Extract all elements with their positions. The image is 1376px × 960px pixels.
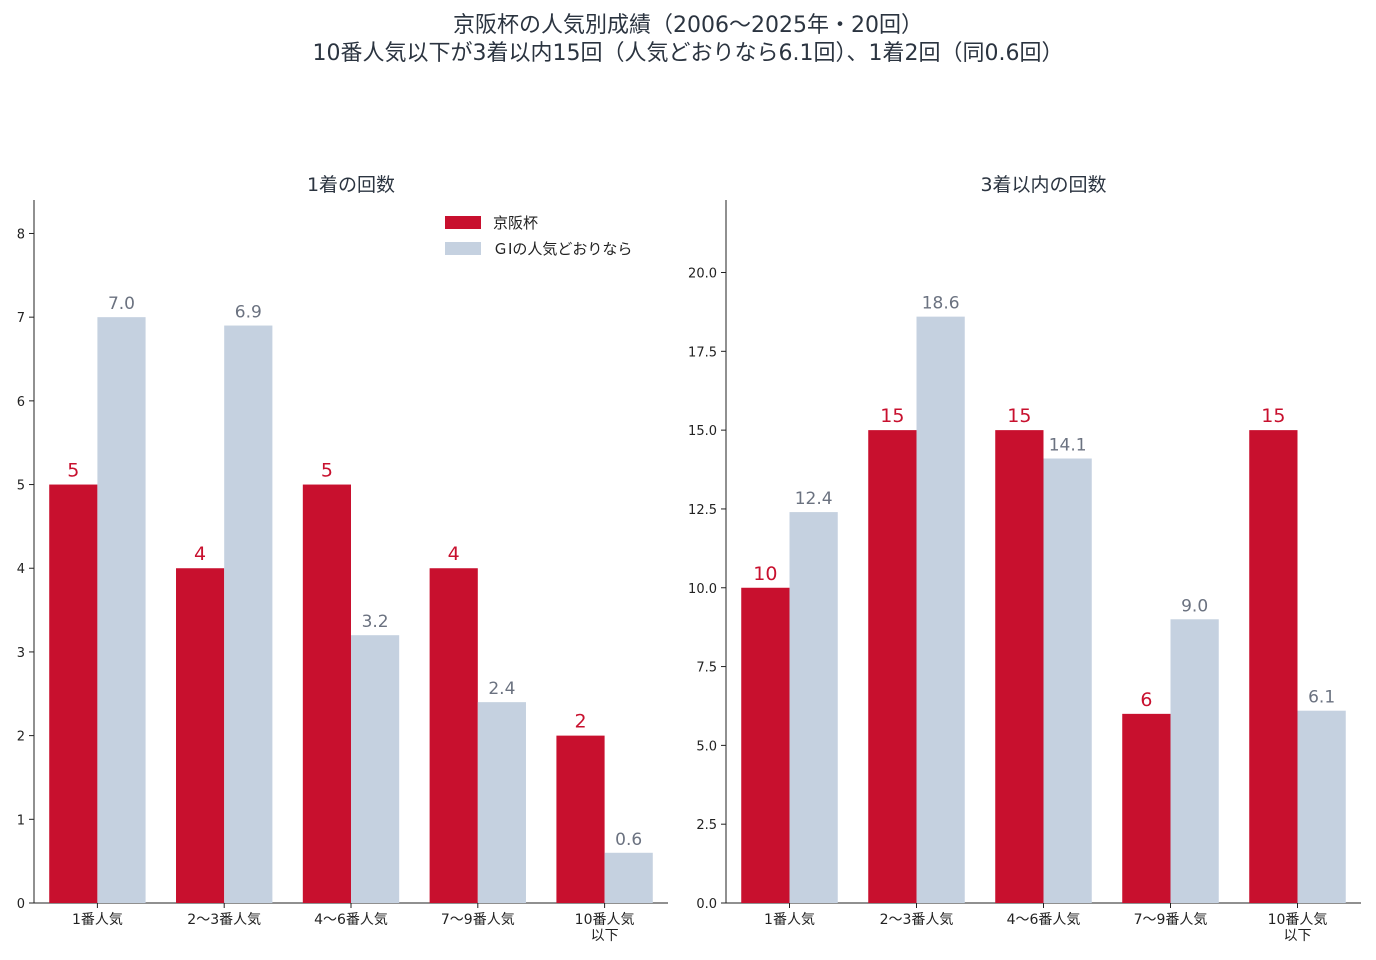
panel-2-value-label-expected: 6.1 bbox=[1308, 688, 1335, 708]
panel-1-category-label: 10番人気 bbox=[575, 912, 635, 928]
panel-1-y-tick-label: 5 bbox=[17, 479, 25, 494]
panel-1-value-label-keihan: 5 bbox=[321, 460, 333, 482]
panel-2-bar-expected bbox=[1043, 458, 1092, 903]
panel-1-category-label: 2〜3番人気 bbox=[187, 912, 261, 928]
legend-label-2: ＧⅠの人気どおりなら bbox=[493, 240, 632, 258]
panel-1-value-label-keihan: 2 bbox=[574, 711, 586, 733]
panel-1-value-label-expected: 6.9 bbox=[235, 303, 262, 323]
panel-1-value-label-keihan: 5 bbox=[67, 460, 79, 482]
panel-2-y-tick-label: 5.0 bbox=[696, 739, 717, 754]
panel-1-category-label: 1番人気 bbox=[72, 912, 123, 928]
panel-2-y-tick-label: 15.0 bbox=[688, 424, 717, 439]
panel-2-category-label: 以下 bbox=[1284, 928, 1312, 944]
legend-swatch-2 bbox=[445, 242, 481, 255]
panel-1-value-label-keihan: 4 bbox=[448, 543, 460, 565]
panel-1-y-tick-label: 4 bbox=[17, 562, 25, 577]
panel-2-bar-keihan bbox=[995, 430, 1044, 903]
panel-2-y-tick-label: 12.5 bbox=[688, 503, 717, 518]
panel-1-y-tick-label: 8 bbox=[17, 227, 25, 242]
panel-2-category-label: 4〜6番人気 bbox=[1007, 912, 1081, 928]
panel-1-y-tick-label: 2 bbox=[17, 730, 25, 745]
panel-1-bar-expected bbox=[97, 317, 146, 904]
panel-1-bar-keihan bbox=[429, 568, 478, 903]
panel-2-category-label: 7〜9番人気 bbox=[1134, 912, 1208, 928]
panel-1-bar-expected bbox=[351, 635, 400, 903]
panel-1-y-tick-label: 3 bbox=[17, 646, 25, 661]
panel-2-value-label-keihan: 15 bbox=[1261, 405, 1285, 427]
panel-1-bar-expected bbox=[224, 325, 273, 903]
panel-2-category-label: 10番人気 bbox=[1268, 912, 1328, 928]
panel-1-category-label: 7〜9番人気 bbox=[441, 912, 515, 928]
panel-2-y-tick-label: 2.5 bbox=[696, 818, 717, 833]
main-title: 京阪杯の人気別成績（2006〜2025年・20回） 10番人気以下が3着以内15… bbox=[0, 12, 1376, 68]
panel-1-category-label: 以下 bbox=[591, 928, 619, 944]
panel-2-value-label-keihan: 15 bbox=[1007, 405, 1031, 427]
panel-2-value-label-expected: 9.0 bbox=[1181, 596, 1208, 616]
panel-2-y-tick-label: 10.0 bbox=[688, 582, 717, 597]
panel-1-y-tick-label: 1 bbox=[17, 813, 25, 828]
panel-2-bar-keihan bbox=[741, 587, 790, 903]
panel-1-y-tick-label: 6 bbox=[17, 395, 25, 410]
panel-2-bar-keihan bbox=[1249, 430, 1298, 903]
panel-1-y-tick-label: 7 bbox=[17, 311, 25, 326]
panel-1-value-label-expected: 2.4 bbox=[488, 679, 515, 699]
panel-2-y-tick-label: 17.5 bbox=[688, 345, 717, 360]
panel-2-y-tick-label: 0.0 bbox=[696, 897, 717, 912]
panel-2-y-tick-label: 20.0 bbox=[688, 267, 717, 282]
panel-1-value-label-expected: 3.2 bbox=[362, 612, 389, 632]
panel-1-value-label-expected: 7.0 bbox=[108, 294, 135, 314]
panel-2-title: 3着以内の回数 bbox=[980, 174, 1106, 196]
panel-1-value-label-keihan: 4 bbox=[194, 543, 206, 565]
main-title-line-1: 京阪杯の人気別成績（2006〜2025年・20回） bbox=[453, 13, 923, 38]
legend-swatch-1 bbox=[445, 216, 481, 229]
panel-1-bar-expected bbox=[604, 852, 653, 903]
panel-2-bar-expected bbox=[789, 512, 838, 903]
panel-2-value-label-keihan: 15 bbox=[880, 405, 904, 427]
panel-2-y-tick-label: 7.5 bbox=[696, 661, 717, 676]
panel-1-category-label: 4〜6番人気 bbox=[314, 912, 388, 928]
panel-2-bar-keihan bbox=[868, 430, 917, 903]
legend-label-1: 京阪杯 bbox=[493, 214, 538, 232]
panel-2-category-label: 1番人気 bbox=[764, 912, 815, 928]
panel-1-title: 1着の回数 bbox=[307, 174, 395, 196]
panel-1-value-label-expected: 0.6 bbox=[615, 830, 642, 850]
panel-1-bar-keihan bbox=[302, 484, 351, 903]
panel-1-y-tick-label: 0 bbox=[17, 897, 25, 912]
panel-2-category-label: 2〜3番人気 bbox=[880, 912, 954, 928]
panel-2-bar-expected bbox=[916, 316, 965, 904]
panel-1-bar-expected bbox=[477, 702, 526, 903]
panel-2-value-label-keihan: 10 bbox=[753, 563, 777, 585]
panel-2-value-label-expected: 14.1 bbox=[1049, 436, 1087, 456]
panel-1-bar-keihan bbox=[176, 568, 225, 903]
panel-1-bar-keihan bbox=[556, 735, 605, 903]
panel-2-value-label-expected: 18.6 bbox=[922, 294, 960, 314]
panel-2-bar-expected bbox=[1170, 619, 1219, 903]
panel-2-value-label-expected: 12.4 bbox=[795, 489, 833, 509]
main-title-line-2: 10番人気以下が3着以内15回（人気どおりなら6.1回）、1着2回（同0.6回） bbox=[312, 41, 1064, 66]
panel-1-bar-keihan bbox=[49, 484, 98, 903]
panel-2-bar-expected bbox=[1297, 710, 1346, 903]
panel-2-value-label-keihan: 6 bbox=[1140, 689, 1152, 711]
panel-2-bar-keihan bbox=[1122, 713, 1171, 903]
